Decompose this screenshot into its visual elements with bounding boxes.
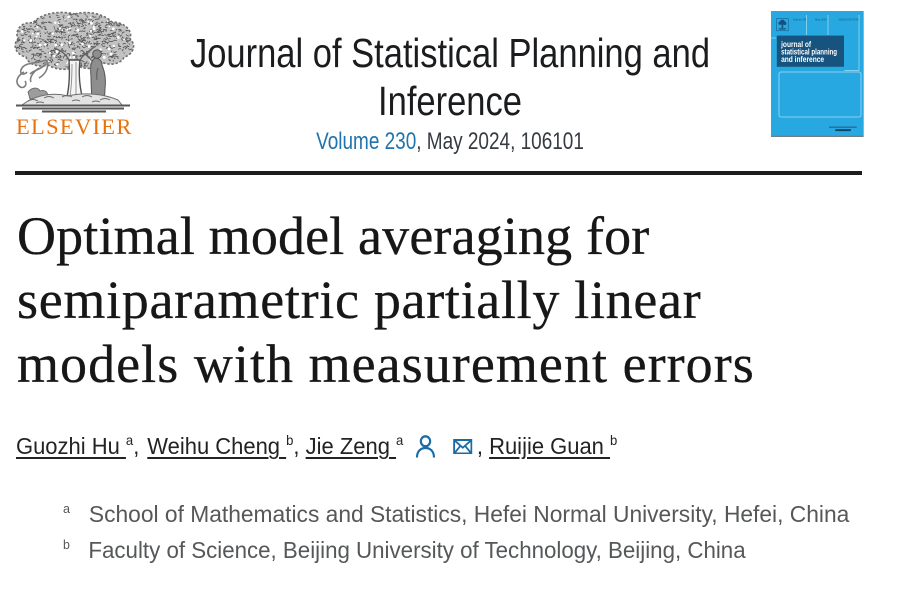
svg-text:May 2024: May 2024 — [815, 18, 827, 22]
svg-text:statistical planning: statistical planning — [781, 47, 837, 57]
svg-text:and inference: and inference — [781, 54, 824, 64]
svg-text:ISSN 0378-3758: ISSN 0378-3758 — [839, 18, 859, 22]
svg-text:Volume 230: Volume 230 — [793, 18, 808, 22]
svg-text:journal of: journal of — [780, 39, 811, 49]
